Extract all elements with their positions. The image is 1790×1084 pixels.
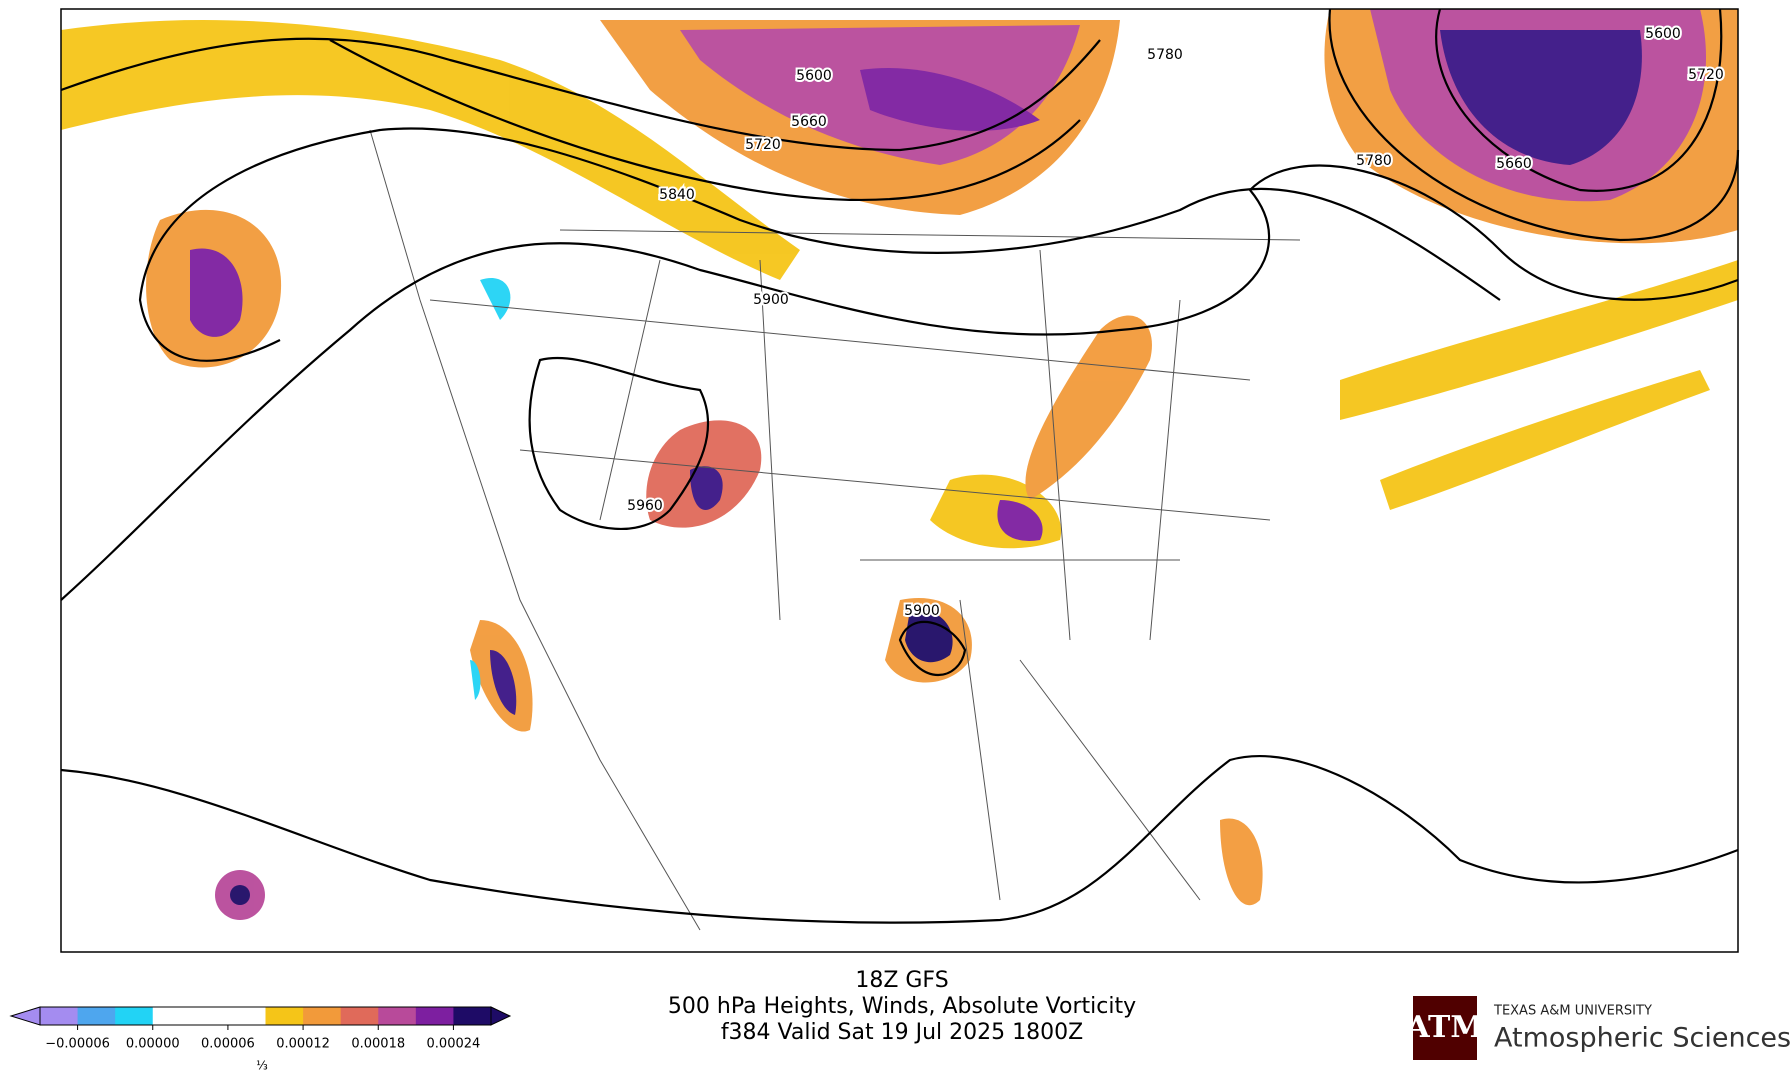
contour-label: 5900 bbox=[904, 603, 940, 619]
colorbar-segment bbox=[40, 1007, 79, 1025]
contour-label: 5780 bbox=[1147, 47, 1183, 63]
colorbar-tick-label: 0.00018 bbox=[351, 1037, 405, 1052]
map bbox=[60, 8, 1740, 953]
colorbar-frame bbox=[39, 1006, 492, 1026]
contour-label: 5660 bbox=[1496, 156, 1532, 172]
contour-label: 5720 bbox=[745, 137, 781, 153]
vorticity-fill bbox=[61, 9, 1738, 920]
colorbar-segment bbox=[265, 1007, 304, 1025]
colorbar: −0.00006 0.00000 0.00006 0.00012 0.00018 0.00… bbox=[9, 1006, 512, 1052]
title: 18Z GFS 500 hPa Heights, Winds, Absolute… bbox=[668, 968, 1136, 1045]
colorbar-extend-high bbox=[490, 1006, 512, 1026]
map-frame bbox=[60, 8, 1739, 953]
contour-label: 5720 bbox=[1688, 67, 1724, 83]
colorbar-extend-low bbox=[9, 1006, 41, 1026]
height-contours bbox=[60, 8, 1740, 924]
colorbar-tick-label: 0.00000 bbox=[126, 1037, 180, 1052]
colorbar-segment bbox=[152, 1007, 191, 1025]
title-line: 18Z GFS bbox=[855, 968, 948, 993]
political-borders bbox=[369, 129, 1301, 931]
contour-label: 5600 bbox=[796, 68, 832, 84]
colorbar-tick-label: 0.00024 bbox=[427, 1037, 481, 1052]
logo-mark bbox=[1413, 996, 1477, 1060]
colorbar-segment bbox=[340, 1007, 379, 1025]
colorbar-segment bbox=[190, 1007, 229, 1025]
title-line: 500 hPa Heights, Winds, Absolute Vortici… bbox=[668, 994, 1136, 1019]
colorbar-segment bbox=[378, 1007, 417, 1025]
logo: ATM TEXAS A&M UNIVERSITY Atmospheric Sci… bbox=[1405, 996, 1790, 1060]
contour-label: 5780 bbox=[1356, 153, 1392, 169]
contour-label: 5660 bbox=[791, 114, 827, 130]
title-line: f384 Valid Sat 19 Jul 2025 1800Z bbox=[721, 1020, 1083, 1045]
colorbar-segment bbox=[303, 1007, 342, 1025]
contour-label: 5840 bbox=[659, 187, 695, 203]
colorbar-tick-label: 0.00012 bbox=[276, 1037, 330, 1052]
university-name: TEXAS A&M UNIVERSITY bbox=[1493, 1004, 1652, 1019]
colorbar-segment bbox=[415, 1007, 454, 1025]
colorbar-tick-label: 0.00006 bbox=[201, 1037, 255, 1052]
colorbar-scale-note: ⅓ bbox=[256, 1059, 268, 1073]
colorbar-segment bbox=[115, 1007, 154, 1025]
contour-label: 5960 bbox=[627, 498, 663, 514]
contour-labels: 5600 5660 5720 5840 5900 5960 5900 5780 5600 5720… bbox=[625, 24, 1726, 621]
contour-label: 5600 bbox=[1645, 26, 1681, 42]
colorbar-tick-label: −0.00006 bbox=[45, 1037, 110, 1052]
colorbar-segment bbox=[227, 1007, 266, 1025]
logo-glyph: ATM bbox=[1405, 1010, 1483, 1045]
department-name: Atmospheric Sciences bbox=[1494, 1023, 1790, 1054]
contour-label: 5900 bbox=[753, 292, 789, 308]
colorbar-segment bbox=[453, 1007, 492, 1025]
colorbar-segment bbox=[77, 1007, 116, 1025]
